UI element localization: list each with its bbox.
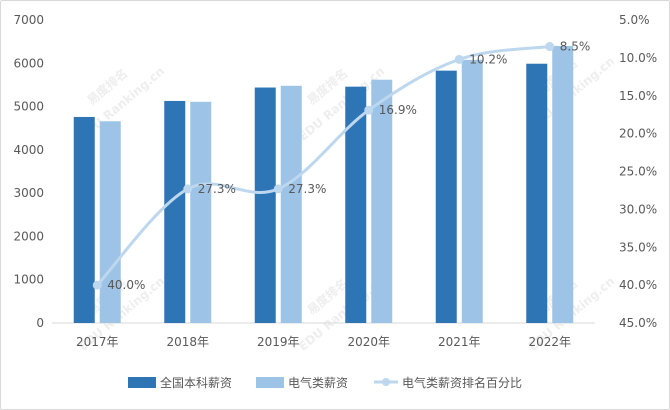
line-point-3: [364, 105, 374, 115]
line-point-4: [454, 54, 464, 64]
bar-electrical-5: [552, 45, 574, 323]
x-tick-label: 2019年: [257, 335, 300, 349]
bar-national-3: [345, 86, 367, 323]
x-tick-label: 2018年: [166, 335, 209, 349]
bar-electrical-1: [190, 101, 212, 323]
line-point-2: [273, 184, 283, 194]
y-right-tick-label: 45.0%: [619, 316, 657, 330]
x-axis: 2017年 2018年 2019年 2020年 2021年 2022年: [76, 335, 571, 349]
legend: 全国本科薪资 电气类薪资 电气类薪资排名百分比: [128, 375, 522, 390]
legend-label: 电气类薪资排名百分比: [402, 375, 522, 390]
line-data-label: 10.2%: [469, 52, 507, 66]
legend-swatch-0: [128, 377, 156, 388]
bar-national-1: [164, 100, 186, 324]
right-axis: 5.0% 10.0% 15.0% 20.0% 25.0% 30.0% 35.0% 40.0% 4…: [619, 13, 657, 330]
line-data-label: 27.3%: [198, 182, 236, 196]
legend-swatch-marker: [382, 378, 390, 386]
y-right-tick-label: 5.0%: [619, 13, 650, 27]
x-tick-label: 2021年: [438, 335, 481, 349]
y-left-tick-label: 4000: [13, 143, 44, 157]
y-right-tick-label: 10.0%: [619, 51, 657, 65]
y-left-tick-label: 1000: [13, 273, 44, 287]
y-right-tick-label: 15.0%: [619, 89, 657, 103]
bar-national-0: [73, 116, 95, 324]
y-right-tick-label: 25.0%: [619, 165, 657, 179]
y-right-tick-label: 30.0%: [619, 202, 657, 216]
line-data-label: 8.5%: [560, 40, 591, 54]
bar-national-2: [254, 87, 276, 323]
y-left-tick-label: 6000: [13, 56, 44, 70]
line-layer: 40.0% 27.3% 27.3% 16.9% 10.2% 8.5%: [92, 40, 591, 292]
left-axis: 0 1000 2000 3000 4000 5000 6000 7000: [13, 13, 44, 330]
line-data-label: 16.9%: [379, 103, 417, 117]
line-point-0: [92, 280, 102, 290]
line-data-label: 40.0%: [107, 278, 145, 292]
bar-electrical-3: [371, 79, 393, 323]
x-tick-label: 2017年: [76, 335, 119, 349]
y-left-tick-label: 0: [36, 316, 44, 330]
line-point-5: [545, 42, 555, 52]
bar-electrical-2: [280, 85, 302, 324]
legend-label: 全国本科薪资: [160, 375, 232, 390]
y-right-tick-label: 20.0%: [619, 127, 657, 141]
legend-label: 电气类薪资: [288, 375, 348, 390]
bar-electrical-0: [99, 121, 121, 323]
y-left-tick-label: 3000: [13, 186, 44, 200]
bar-national-5: [526, 63, 548, 324]
bar-national-4: [435, 70, 457, 323]
line-data-label: 27.3%: [288, 182, 326, 196]
y-right-tick-label: 35.0%: [619, 240, 657, 254]
legend-swatch-1: [256, 377, 284, 388]
y-left-tick-label: 7000: [13, 13, 44, 27]
x-tick-label: 2022年: [528, 335, 571, 349]
bars-layer: [73, 45, 574, 324]
x-tick-label: 2020年: [347, 335, 390, 349]
y-right-tick-label: 40.0%: [619, 278, 657, 292]
bar-electrical-4: [461, 59, 483, 324]
y-left-tick-label: 2000: [13, 229, 44, 243]
line-point-1: [183, 184, 193, 194]
y-left-tick-label: 5000: [13, 100, 44, 114]
